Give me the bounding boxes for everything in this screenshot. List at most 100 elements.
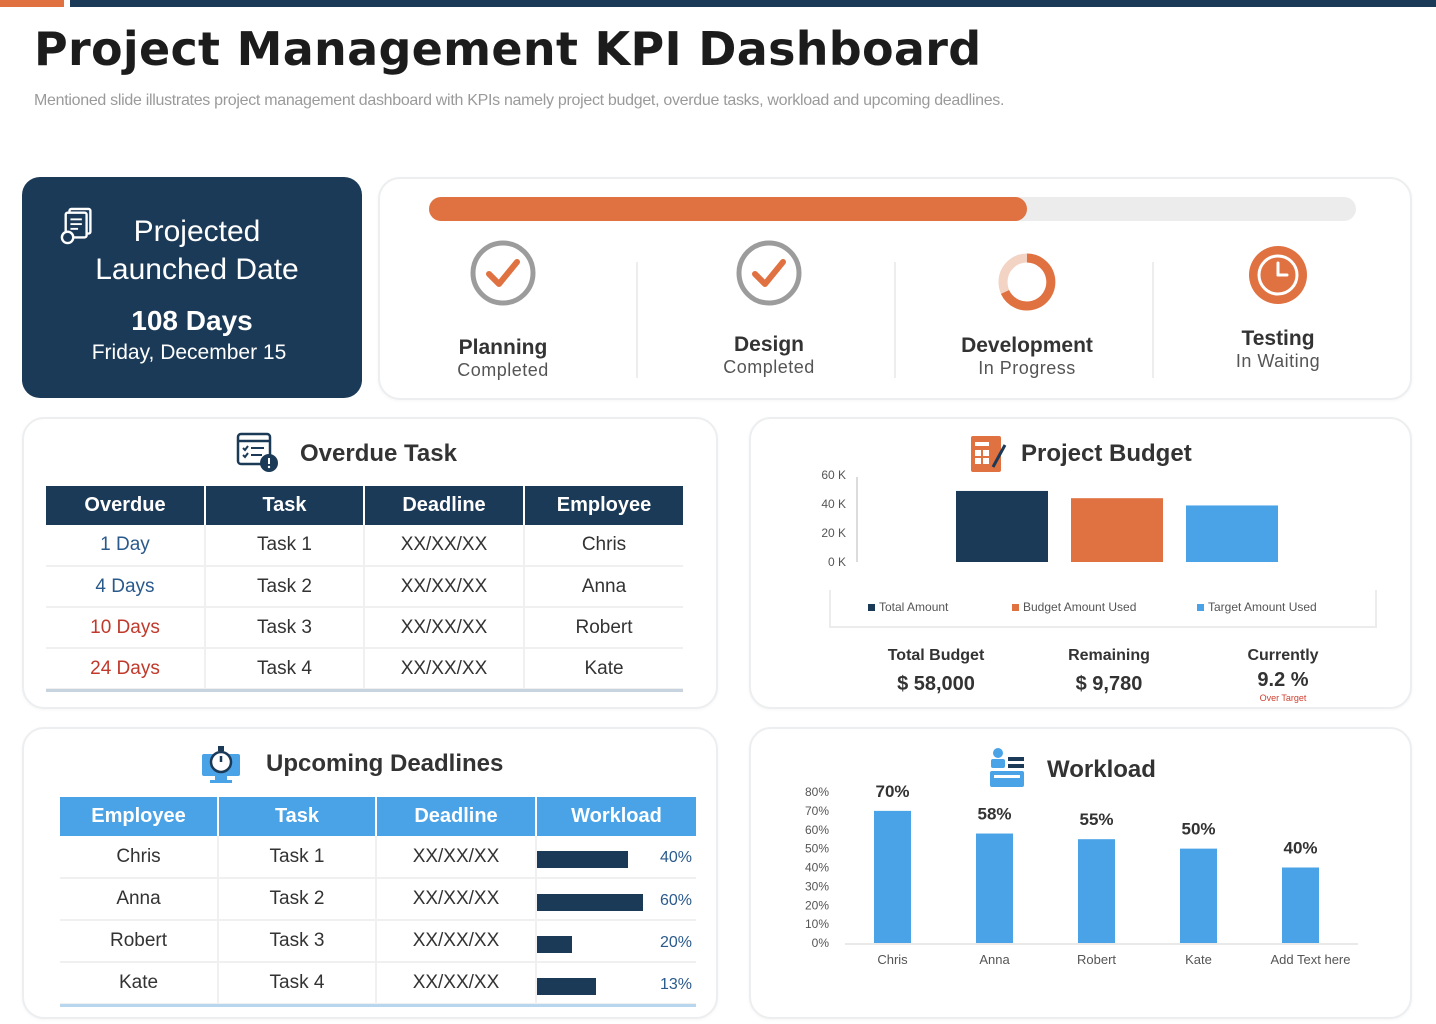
stage-status: Completed [723,357,815,377]
deadline-cell: XX/XX/XX [376,836,537,879]
employee-cell: Robert [60,920,219,963]
overdue-cell: 24 Days [46,648,206,690]
top-accent-bar [0,0,64,7]
table-row: 1 Day Task 1 XX/XX/XX Chris [46,525,683,567]
deadline-cell: XX/XX/XX [376,920,537,963]
column-header: Task [205,486,365,525]
total-budget-label: Total Budget [887,647,985,664]
stage-status: Completed [457,360,549,380]
workload-cell: 40% [536,836,696,879]
launch-title-line-2: Launched Date [95,253,299,286]
stage-name: Development [961,334,1093,357]
stage-name: Planning [458,336,548,359]
upcoming-deadlines-heading: Upcoming Deadlines [266,750,504,777]
legend-target-used: Target Amount Used [1197,600,1317,614]
check-circle-icon [470,240,536,306]
over-target-note: Over Target [1259,693,1307,703]
overdue-task-table: Overdue Task Deadline Employee 1 Day Tas… [46,486,683,690]
table-bottom-rule [60,1004,696,1007]
workload-bar [537,894,643,911]
deadline-cell: XX/XX/XX [376,962,537,1005]
stage-development: Development In Progress [917,250,1137,379]
workload-data-label: 50% [1181,820,1215,839]
workload-bar [976,833,1013,943]
workload-bar [537,851,629,868]
workload-x-tick-label: Chris [877,952,908,967]
budget-y-tick-label: 60 K [821,468,846,482]
workload-bar [874,810,911,943]
budget-bar [956,490,1048,562]
stage-name: Testing [1241,327,1315,350]
workload-chart: 80% 70% 60% 50% 40% 30% 20% 10% 0% 70% Chris 58% Ann… [805,782,1358,967]
projected-launch-card: Projected Launched Date 108 Days Friday,… [22,177,362,398]
stage-status: In Progress [978,358,1076,378]
project-progress-bar [429,197,1356,221]
table-row: Kate Task 4 XX/XX/XX 13% [60,962,696,1005]
employee-cell: Kate [60,962,219,1005]
task-cell: Task 1 [218,836,377,879]
budget-y-tick-label: 40 K [821,497,846,511]
deadline-cell: XX/XX/XX [376,878,537,921]
legend-swatch [868,604,875,611]
overdue-cell: 10 Days [46,607,206,649]
budget-legend-box [829,590,1377,628]
workload-y-tick-label: 40% [805,861,829,875]
workload-people-icon [990,748,1024,787]
legend-label: Total Amount [879,600,949,614]
table-row: Robert Task 3 XX/XX/XX 20% [60,920,696,963]
task-cell: Task 3 [205,607,365,649]
column-header: Deadline [364,486,525,525]
employee-cell: Kate [524,648,683,690]
employee-cell: Anna [524,566,683,608]
task-cell: Task 3 [218,920,377,963]
currently-value: 9.2 % [1257,669,1309,691]
overdue-cell: 4 Days [46,566,206,608]
workload-percent: 13% [659,976,692,993]
workload-bar [1282,867,1319,943]
total-budget-value: $ 58,000 [897,673,975,695]
workload-x-tick-label: Kate [1185,952,1212,967]
workload-y-tick-label: 50% [805,842,829,856]
remaining-value: $ 9,780 [1075,673,1143,695]
launch-date: Friday, December 15 [91,341,287,364]
workload-data-label: 40% [1283,839,1317,858]
workload-bar [537,936,573,953]
document-stack-icon [60,207,92,245]
workload-data-label: 58% [977,805,1011,824]
workload-cell: 13% [536,962,696,1005]
column-header: Overdue [46,486,206,525]
monitor-stopwatch-icon [202,746,240,783]
task-list-clock-icon [236,432,278,472]
table-row: 24 Days Task 4 XX/XX/XX Kate [46,648,683,690]
column-header: Deadline [376,797,537,836]
page-subtitle: Mentioned slide illustrates project mana… [34,92,1005,109]
table-header-row: Overdue Task Deadline Employee [46,486,683,525]
budget-report-icon [971,436,1007,472]
stage-design: Design Completed [659,240,879,378]
workload-y-tick-label: 70% [805,804,829,818]
stage-testing: Testing In Waiting [1168,244,1388,372]
table-row: 4 Days Task 2 XX/XX/XX Anna [46,566,683,608]
column-header: Task [218,797,377,836]
overdue-task-heading: Overdue Task [300,440,457,467]
table-bottom-rule [46,689,683,692]
legend-budget-used: Budget Amount Used [1012,600,1136,614]
top-banner-bar [70,0,1436,7]
employee-cell: Chris [60,836,219,879]
workload-heading: Workload [1047,756,1156,783]
budget-chart: 60 K 40 K 20 K 0 K [821,468,1278,569]
workload-y-tick-label: 30% [805,879,829,893]
deadline-cell: XX/XX/XX [364,648,525,690]
workload-cell: 20% [536,920,696,963]
workload-y-tick-label: 10% [805,917,829,931]
workload-percent: 20% [659,934,692,951]
launch-title: Projected Launched Date [22,213,362,289]
project-budget-card [749,417,1412,709]
budget-bar [1071,498,1163,562]
launch-title-line-1: Projected [133,215,261,248]
remaining-label: Remaining [1068,647,1150,664]
workload-x-tick-label: Add Text here [1271,952,1351,967]
workload-y-tick-label: 60% [805,823,829,837]
task-cell: Task 2 [205,566,365,608]
legend-swatch [1012,604,1019,611]
